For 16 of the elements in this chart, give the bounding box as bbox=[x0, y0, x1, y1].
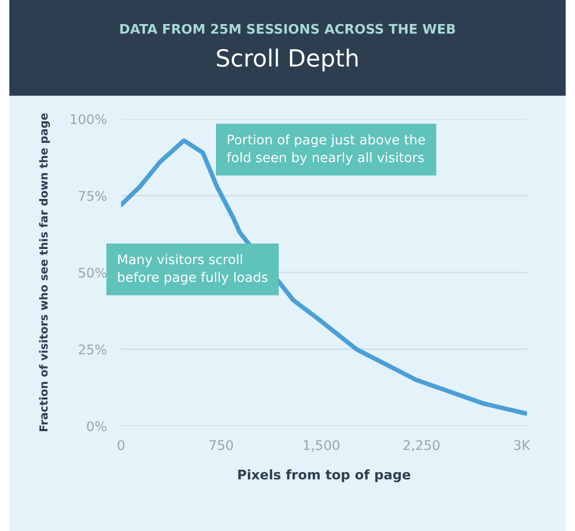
y-tick-label: 75% bbox=[78, 190, 106, 201]
x-tick-label: 1,500 bbox=[304, 440, 340, 452]
x-tick-label: 0 bbox=[118, 440, 124, 450]
y-tick-label: 0% bbox=[87, 421, 106, 432]
y-tick-label: 50% bbox=[78, 268, 106, 278]
chart-subtitle: DATA FROM 25M SESSIONS ACROSS THE WEB bbox=[120, 24, 456, 34]
annotation: Portion of page just above the fold seen by nearly all visitors bbox=[226, 134, 425, 165]
chart-title: Scroll Depth bbox=[216, 48, 358, 72]
annotation: Many visitors scroll before page fully loads bbox=[118, 254, 268, 285]
y-tick-label: 100% bbox=[70, 114, 106, 124]
x-tick-label: 3K bbox=[514, 440, 530, 450]
x-tick-label: 750 bbox=[210, 440, 233, 450]
y-tick-label: 25% bbox=[78, 344, 106, 354]
x-tick-label: 2,250 bbox=[404, 440, 440, 452]
y-axis-title: Fraction of visitors who see this far down the page bbox=[39, 113, 50, 432]
x-axis-title: Pixels from top of page bbox=[238, 469, 410, 482]
